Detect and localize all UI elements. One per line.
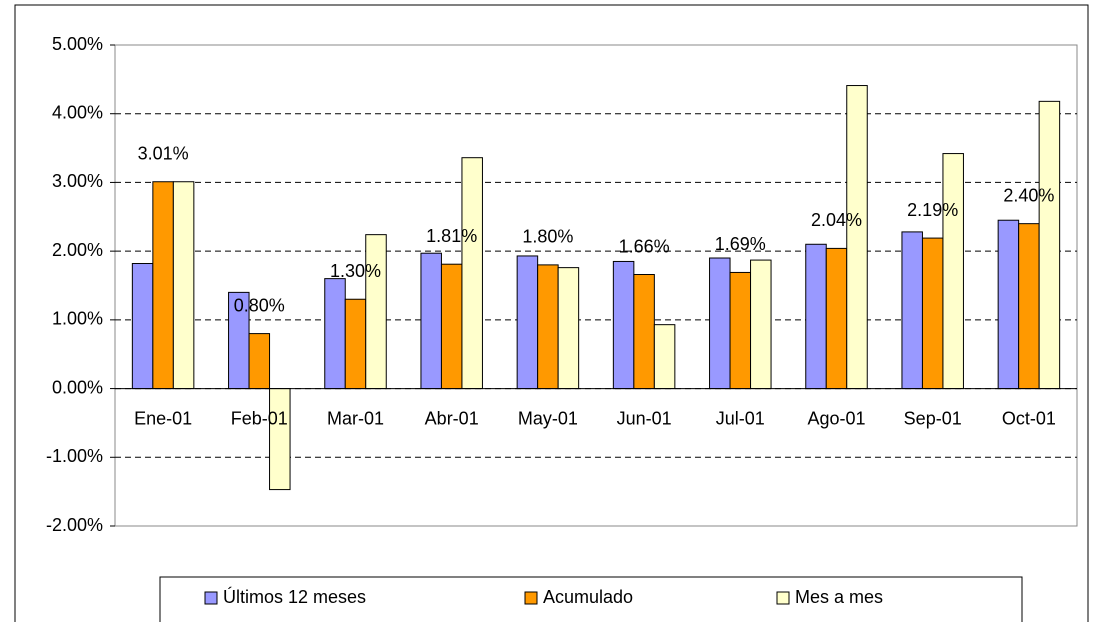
bar bbox=[152, 181, 174, 390]
legend-label: Mes a mes bbox=[795, 587, 883, 607]
x-tick-label: Sep-01 bbox=[904, 408, 962, 428]
bar bbox=[440, 263, 463, 390]
legend-swatch bbox=[204, 591, 218, 605]
x-tick-label: Jun-01 bbox=[617, 408, 672, 428]
bar bbox=[633, 274, 655, 390]
x-tick-label: Feb-01 bbox=[231, 408, 288, 428]
bar bbox=[997, 219, 1020, 390]
data-label: 0.80% bbox=[234, 295, 285, 315]
bar bbox=[269, 388, 291, 491]
y-tick-label: -1.00% bbox=[46, 446, 103, 466]
bar bbox=[805, 243, 827, 390]
x-tick-label: Mar-01 bbox=[327, 408, 384, 428]
y-tick-label: 2.00% bbox=[52, 240, 103, 260]
x-tick-label: Ene-01 bbox=[134, 408, 192, 428]
legend-label: Acumulado bbox=[543, 587, 633, 607]
data-label: 2.04% bbox=[811, 210, 862, 230]
bar bbox=[846, 85, 868, 390]
bar bbox=[612, 260, 635, 390]
data-label: 1.80% bbox=[522, 227, 573, 247]
y-tick-label: 3.00% bbox=[52, 171, 103, 191]
bar bbox=[344, 298, 367, 390]
bar bbox=[750, 259, 772, 390]
bar bbox=[461, 157, 483, 390]
bar bbox=[1018, 223, 1040, 390]
x-tick-label: May-01 bbox=[518, 408, 578, 428]
bar bbox=[729, 271, 752, 390]
y-tick-label: 1.00% bbox=[52, 309, 103, 329]
bar bbox=[1038, 100, 1061, 390]
bar bbox=[516, 255, 539, 390]
data-label: 3.01% bbox=[138, 143, 189, 163]
bar bbox=[901, 231, 923, 390]
bar bbox=[248, 333, 271, 390]
legend-label: Últimos 12 meses bbox=[223, 586, 366, 607]
bar bbox=[557, 267, 580, 390]
bar bbox=[921, 237, 944, 390]
x-tick-label: Ago-01 bbox=[807, 408, 865, 428]
data-label: 1.30% bbox=[330, 261, 381, 281]
bar bbox=[709, 257, 731, 390]
data-label: 1.81% bbox=[426, 226, 477, 246]
x-tick-label: Abr-01 bbox=[425, 408, 479, 428]
y-tick-label: -2.00% bbox=[46, 515, 103, 535]
legend-box bbox=[159, 576, 1023, 622]
data-label: 2.40% bbox=[1003, 185, 1054, 205]
data-label: 1.69% bbox=[715, 234, 766, 254]
bar bbox=[131, 263, 154, 390]
y-tick-label: 5.00% bbox=[52, 34, 103, 54]
bar bbox=[942, 153, 964, 390]
legend-swatch bbox=[524, 591, 538, 605]
legend-swatch bbox=[776, 591, 790, 605]
y-tick-label: 4.00% bbox=[52, 102, 103, 122]
bar bbox=[365, 234, 387, 390]
bar bbox=[324, 278, 346, 390]
bar bbox=[420, 252, 442, 390]
data-label: 1.66% bbox=[619, 236, 670, 256]
bar bbox=[825, 247, 848, 390]
x-tick-label: Oct-01 bbox=[1002, 408, 1056, 428]
bar bbox=[172, 181, 195, 390]
y-tick-label: 0.00% bbox=[52, 377, 103, 397]
data-label: 2.19% bbox=[907, 200, 958, 220]
x-tick-label: Jul-01 bbox=[716, 408, 765, 428]
bar bbox=[653, 324, 676, 390]
bar bbox=[537, 264, 559, 390]
